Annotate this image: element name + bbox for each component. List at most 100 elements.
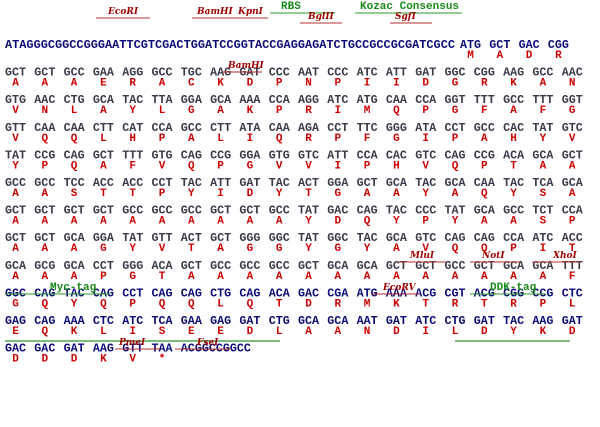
amino-acid: T xyxy=(510,160,517,172)
codon: GGG xyxy=(122,259,143,273)
amino-acid: L xyxy=(217,298,224,310)
codon: GCC xyxy=(239,259,260,273)
codon: ACT xyxy=(298,176,319,190)
amino-acid: L xyxy=(276,326,283,338)
amino-acid: A xyxy=(71,78,78,90)
codon: CCT xyxy=(93,259,114,273)
amino-acid: A xyxy=(100,160,107,172)
codon: GTT xyxy=(5,121,26,135)
codon: CTG xyxy=(64,93,85,107)
codon: GCT xyxy=(489,38,510,52)
enzyme-label: MluI xyxy=(409,251,435,261)
amino-acid: A xyxy=(159,216,166,228)
codon: GTC xyxy=(562,121,583,135)
amino-acid: V xyxy=(276,160,283,172)
codon: GCA xyxy=(357,259,379,273)
codon: AAC xyxy=(34,93,55,107)
amino-acid: R xyxy=(129,78,136,90)
amino-acid: K xyxy=(217,78,224,90)
amino-acid: F xyxy=(481,105,488,117)
codon: AAT xyxy=(298,66,319,80)
amino-acid: R xyxy=(510,298,517,310)
amino-acid: I xyxy=(217,188,224,200)
amino-acid: Y xyxy=(305,243,312,255)
codon: ATG xyxy=(357,286,378,300)
codon: TAC xyxy=(122,93,143,107)
codon: CAT xyxy=(122,121,143,135)
codon: ACT xyxy=(181,231,202,245)
codon: GCT xyxy=(210,231,231,245)
amino-acid: K xyxy=(71,326,78,338)
codon: ATC xyxy=(357,66,378,80)
amino-acid: Y xyxy=(129,243,136,255)
amino-acid: P xyxy=(510,243,517,255)
amino-acid: N xyxy=(41,105,48,117)
amino-acid: K xyxy=(100,354,107,366)
amino-acid: M xyxy=(467,50,474,62)
codon: GCA xyxy=(64,259,86,273)
amino-acid: A xyxy=(247,216,254,228)
codon: CCA xyxy=(269,93,291,107)
amino-acid: R xyxy=(555,50,562,62)
codon: GCC xyxy=(503,204,524,218)
codon: AAG xyxy=(532,314,553,328)
amino-acid: K xyxy=(510,78,517,90)
amino-acid: A xyxy=(393,243,400,255)
amino-acid: A xyxy=(510,105,517,117)
amino-acid: A xyxy=(41,243,48,255)
amino-acid: P xyxy=(276,78,283,90)
codon: GAT xyxy=(415,66,436,80)
amino-acid: P xyxy=(422,105,429,117)
codon: GCT xyxy=(34,66,55,80)
amino-acid: T xyxy=(129,188,136,200)
codon: GAC xyxy=(34,342,55,356)
codon: ACA xyxy=(152,259,174,273)
codon: ACG xyxy=(474,286,495,300)
codon: GCC xyxy=(5,176,26,190)
amino-acid: N xyxy=(305,78,312,90)
amino-acid: H xyxy=(393,160,400,172)
amino-acid: A xyxy=(100,105,107,117)
feature-label: DDK-tag xyxy=(490,282,536,294)
codon: CTT xyxy=(210,121,231,135)
codon: CCG xyxy=(474,148,495,162)
codon: GCA xyxy=(532,148,554,162)
amino-acid: A xyxy=(305,271,312,283)
amino-acid: F xyxy=(129,160,136,172)
codon: CCA xyxy=(503,231,525,245)
amino-acid: E xyxy=(100,78,107,90)
codon: CAG xyxy=(34,286,55,300)
codon: GAC xyxy=(298,286,319,300)
codon: GCC xyxy=(269,204,290,218)
amino-acid: Q xyxy=(247,298,254,310)
amino-acid: M xyxy=(364,105,371,117)
codon: CCT xyxy=(122,286,143,300)
codon: TCT xyxy=(532,204,553,218)
amino-acid: G xyxy=(334,188,341,200)
codon: GCA xyxy=(327,259,349,273)
codon: TTC xyxy=(357,121,378,135)
amino-acid: Y xyxy=(129,105,136,117)
amino-acid: G xyxy=(276,243,283,255)
amino-acid: Y xyxy=(305,216,312,228)
codon: TAA xyxy=(152,342,174,356)
amino-acid: R xyxy=(305,133,312,145)
codon: CAG xyxy=(474,231,495,245)
amino-acid: Y xyxy=(188,188,195,200)
amino-acid: Y xyxy=(12,160,19,172)
amino-acid: T xyxy=(159,271,166,283)
codon: TAT xyxy=(298,204,319,218)
amino-acid: P xyxy=(569,216,576,228)
codon: ACG xyxy=(415,286,436,300)
codon: ACA xyxy=(269,286,291,300)
amino-acid: Y xyxy=(422,188,429,200)
codon: GCA xyxy=(298,314,320,328)
codon: CCT xyxy=(445,121,466,135)
amino-acid: Y xyxy=(276,188,283,200)
amino-acid: I xyxy=(364,78,371,90)
codon: AAG xyxy=(503,66,524,80)
amino-acid: R xyxy=(452,298,459,310)
amino-acid: D xyxy=(71,354,78,366)
amino-acid: Y xyxy=(364,243,371,255)
